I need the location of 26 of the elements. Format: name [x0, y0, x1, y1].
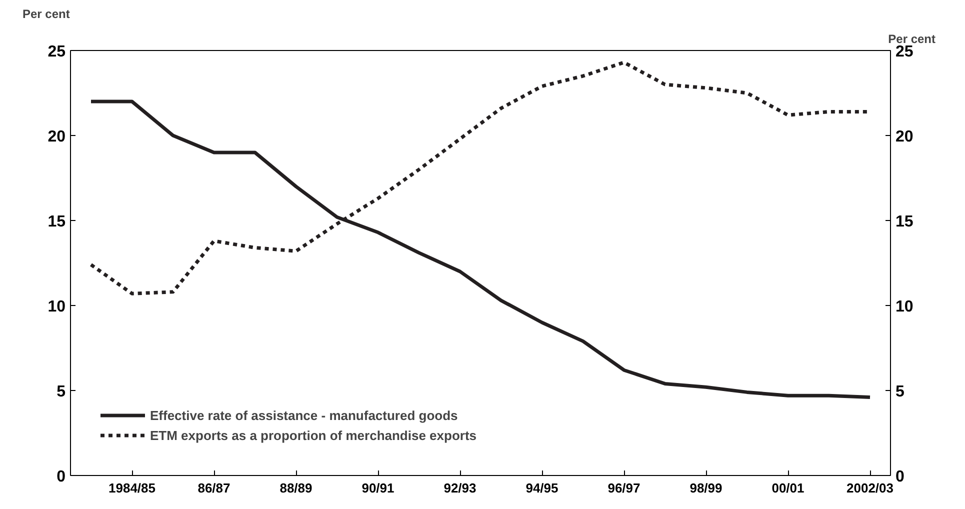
- x-tick-label: 2002/03: [846, 480, 894, 496]
- x-tick-label: 96/97: [608, 480, 640, 496]
- y2-tick-label: 20: [896, 128, 914, 146]
- x-tick-label: 00/01: [772, 480, 804, 496]
- x-tick-label: 1984/85: [108, 480, 156, 496]
- y2-tick-label: 10: [896, 298, 914, 316]
- x-tick-label: 88/89: [280, 480, 312, 496]
- x-tick-label: 92/93: [444, 480, 476, 496]
- y-tick-label: 25: [48, 44, 66, 60]
- y-tick-label: 20: [48, 128, 66, 146]
- y2-tick-label: 5: [896, 384, 904, 400]
- y2-tick-label: 0: [896, 468, 904, 486]
- y2-axis-title: Per cent: [888, 32, 936, 46]
- x-tick-label: 98/99: [690, 480, 722, 496]
- y-tick-label: 0: [56, 468, 66, 486]
- y-axis-title: Per cent: [22, 7, 70, 21]
- legend-label: Effective rate of assistance - manufactured goods: [150, 408, 458, 422]
- x-tick-label: 86/87: [198, 480, 230, 496]
- legend-label: ETM exports as a proportion of merchandise exports: [150, 428, 477, 442]
- y2-tick-label: 25: [896, 44, 914, 60]
- y-tick-label: 5: [56, 384, 66, 400]
- x-tick-label: 94/95: [526, 480, 558, 496]
- y-tick-label: 15: [48, 214, 66, 230]
- x-tick-label: 90/91: [362, 480, 394, 496]
- y2-tick-label: 15: [896, 214, 914, 230]
- y-tick-label: 10: [48, 298, 66, 316]
